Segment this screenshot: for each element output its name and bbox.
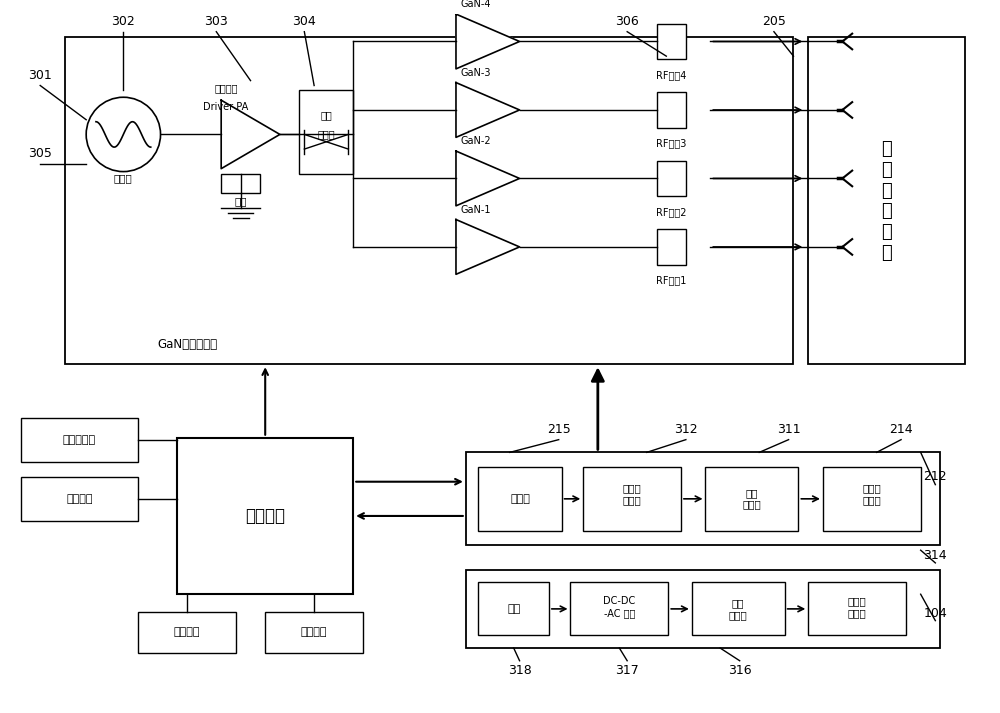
FancyBboxPatch shape (692, 583, 785, 635)
Text: 充电接
收线圈: 充电接 收线圈 (862, 483, 881, 505)
Text: RF输出3: RF输出3 (656, 138, 686, 148)
Polygon shape (456, 83, 520, 138)
Polygon shape (456, 14, 520, 69)
Text: RF输出1: RF输出1 (656, 275, 686, 285)
Text: 311: 311 (777, 424, 800, 436)
Text: GaN-3: GaN-3 (461, 68, 491, 78)
Text: 215: 215 (547, 424, 571, 436)
FancyBboxPatch shape (808, 36, 965, 364)
FancyBboxPatch shape (21, 418, 138, 462)
Text: 充电发
射线圈: 充电发 射线圈 (848, 596, 866, 617)
Polygon shape (456, 151, 520, 206)
FancyBboxPatch shape (138, 612, 236, 653)
Text: 温度传感器: 温度传感器 (63, 435, 96, 445)
Text: 318: 318 (508, 664, 531, 677)
Text: 104: 104 (923, 607, 947, 620)
Text: 蓝牙模块: 蓝牙模块 (66, 494, 93, 504)
Text: 负载: 负载 (235, 196, 247, 206)
Text: 312: 312 (674, 424, 698, 436)
Text: 信号源: 信号源 (114, 173, 133, 183)
Text: 发射
控制器: 发射 控制器 (729, 598, 748, 620)
Text: 302: 302 (111, 16, 135, 29)
Text: RF输出4: RF输出4 (656, 70, 686, 80)
FancyBboxPatch shape (466, 570, 940, 648)
Text: 305: 305 (28, 148, 52, 160)
FancyBboxPatch shape (808, 583, 906, 635)
Text: 接收
控制器: 接收 控制器 (743, 488, 761, 510)
Text: 301: 301 (28, 69, 52, 82)
FancyBboxPatch shape (478, 583, 549, 635)
Text: DC-DC
-AC 转换: DC-DC -AC 转换 (603, 596, 635, 617)
FancyBboxPatch shape (705, 467, 798, 530)
Text: 214: 214 (889, 424, 913, 436)
FancyBboxPatch shape (466, 452, 940, 545)
Text: 触摸控制: 触摸控制 (174, 627, 200, 637)
Text: 205: 205 (762, 16, 786, 29)
Text: Driver PA: Driver PA (203, 102, 249, 112)
Text: 303: 303 (204, 16, 228, 29)
Text: GaN-2: GaN-2 (461, 136, 491, 146)
Text: 212: 212 (924, 471, 947, 483)
FancyBboxPatch shape (21, 477, 138, 520)
Text: 市电: 市电 (507, 604, 520, 614)
Polygon shape (456, 220, 520, 275)
Text: 充放电
控制器: 充放电 控制器 (623, 483, 641, 505)
Text: 316: 316 (728, 664, 751, 677)
FancyBboxPatch shape (265, 612, 363, 653)
Text: 304: 304 (292, 16, 316, 29)
Text: RF输出2: RF输出2 (656, 207, 686, 217)
Text: 预放大器: 预放大器 (214, 83, 238, 93)
Text: 温度显示: 温度显示 (301, 627, 327, 637)
Text: GaN-1: GaN-1 (461, 205, 491, 215)
FancyBboxPatch shape (657, 93, 686, 128)
Text: 功率: 功率 (320, 110, 332, 120)
FancyBboxPatch shape (583, 467, 681, 530)
Text: 控制系统: 控制系统 (245, 507, 285, 525)
FancyBboxPatch shape (65, 36, 793, 364)
Text: 相
变
液
加
热
腔: 相 变 液 加 热 腔 (881, 140, 892, 262)
FancyBboxPatch shape (657, 230, 686, 265)
Text: GaN-4: GaN-4 (461, 0, 491, 9)
Polygon shape (221, 101, 280, 169)
Text: 314: 314 (924, 548, 947, 562)
FancyBboxPatch shape (177, 438, 353, 594)
FancyBboxPatch shape (657, 161, 686, 196)
Text: 317: 317 (615, 664, 639, 677)
FancyBboxPatch shape (221, 173, 260, 193)
Text: 电池组: 电池组 (510, 494, 530, 504)
FancyBboxPatch shape (657, 24, 686, 59)
FancyBboxPatch shape (823, 467, 921, 530)
FancyBboxPatch shape (299, 91, 353, 173)
FancyBboxPatch shape (570, 583, 668, 635)
Text: 306: 306 (615, 16, 639, 29)
FancyBboxPatch shape (478, 467, 562, 530)
Text: GaN微波功率源: GaN微波功率源 (158, 338, 218, 352)
Text: 分配器: 分配器 (318, 130, 335, 140)
